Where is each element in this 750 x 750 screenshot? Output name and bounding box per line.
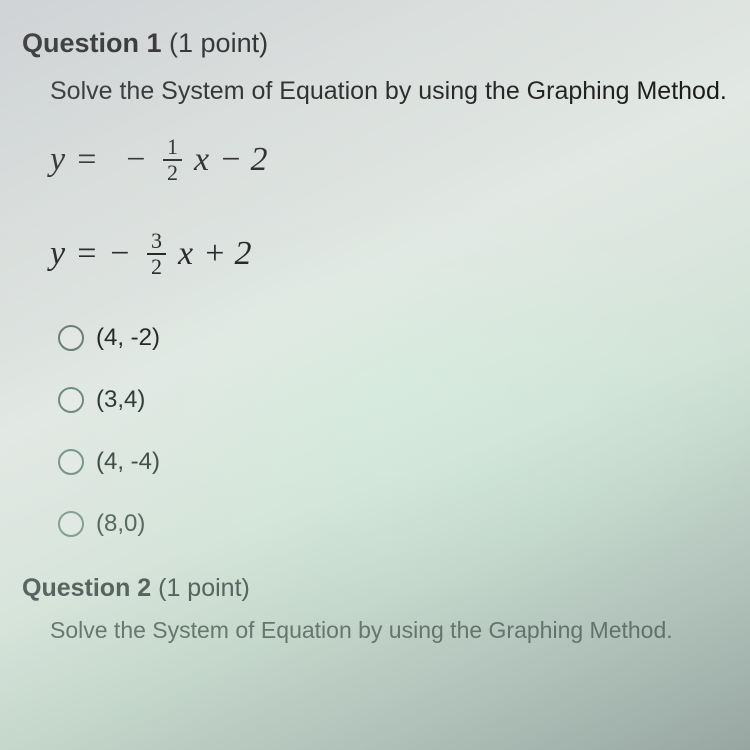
question-2-points: (1 point) bbox=[151, 574, 250, 602]
radio-icon[interactable] bbox=[58, 449, 84, 475]
equation-2: y = − 3 2 x + 2 bbox=[50, 230, 728, 278]
question-1-label: Question 1 bbox=[22, 28, 162, 58]
equation-1: y = − 1 2 x − 2 bbox=[50, 136, 728, 184]
option-c[interactable]: (4, -4) bbox=[58, 448, 728, 476]
option-a-label: (4, -2) bbox=[96, 324, 160, 352]
question-1-instruction: Solve the System of Equation by using th… bbox=[50, 77, 728, 106]
option-b-label: (3,4) bbox=[96, 386, 145, 414]
option-b[interactable]: (3,4) bbox=[58, 386, 728, 414]
fraction-2: 3 2 bbox=[147, 230, 166, 278]
option-c-label: (4, -4) bbox=[96, 448, 160, 476]
answer-options: (4, -2) (3,4) (4, -4) (8,0) bbox=[58, 324, 728, 538]
fraction-1: 1 2 bbox=[163, 136, 182, 184]
radio-icon[interactable] bbox=[58, 325, 84, 351]
option-d-label: (8,0) bbox=[96, 510, 145, 538]
question-1-points: (1 point) bbox=[162, 28, 269, 58]
quiz-content: Question 1 (1 point) Solve the System of… bbox=[0, 0, 750, 644]
question-2-instruction: Solve the System of Equation by using th… bbox=[50, 617, 728, 644]
radio-icon[interactable] bbox=[58, 511, 84, 537]
option-a[interactable]: (4, -2) bbox=[58, 324, 728, 352]
question-2-label: Question 2 bbox=[22, 574, 151, 602]
question-2: Question 2 (1 point) Solve the System of… bbox=[22, 574, 728, 644]
radio-icon[interactable] bbox=[58, 387, 84, 413]
question-1-title: Question 1 (1 point) bbox=[22, 28, 728, 59]
question-2-title: Question 2 (1 point) bbox=[22, 574, 728, 603]
option-d[interactable]: (8,0) bbox=[58, 510, 728, 538]
